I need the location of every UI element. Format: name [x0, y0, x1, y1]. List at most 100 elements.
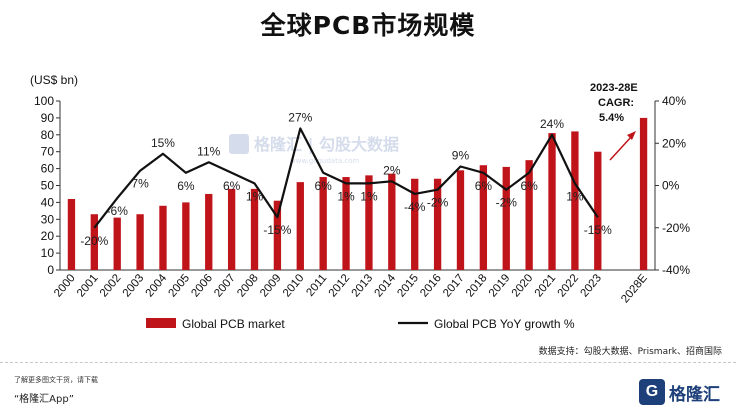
x-tick-label: 2002 — [98, 272, 124, 299]
x-tick-label: 2013 — [350, 272, 376, 299]
watermark: 格隆汇 | 勾股大数据 www.gogudata.com — [229, 134, 399, 165]
bar — [250, 188, 259, 270]
growth-data-label: 7% — [131, 177, 149, 191]
growth-data-label: 24% — [540, 117, 564, 131]
x-tick-label: 2018 — [464, 272, 490, 299]
growth-data-label: -20% — [80, 234, 108, 248]
y-tick-label-left: 0 — [47, 263, 54, 277]
y-tick-label-left: 20 — [41, 229, 55, 243]
bar — [571, 131, 579, 270]
bar — [456, 170, 465, 270]
y-tick-label-right: 20% — [662, 136, 686, 150]
bar — [548, 133, 556, 270]
bar — [639, 117, 648, 271]
watermark-url: www.gogudata.com — [290, 157, 359, 165]
x-tick-label: 2014 — [372, 272, 398, 300]
x-tick-label: 2021 — [533, 272, 559, 299]
data-labels: -20%-6%7%15%6%11%6%1%-15%27%6%1% 1%2%-4% -… — [80, 110, 612, 247]
bar — [525, 160, 533, 270]
bar — [502, 166, 510, 270]
legend-swatch-bar — [146, 318, 176, 328]
growth-data-label: 6% — [520, 179, 538, 193]
x-tick-label: 2023 — [578, 272, 604, 299]
growth-data-label: 15% — [151, 136, 175, 150]
bar — [182, 202, 190, 270]
cagr-line1: 2023-28E — [590, 82, 638, 94]
x-tick-label: 2009 — [258, 272, 284, 299]
y-axis-label-left: (US$ bn) — [30, 73, 78, 87]
x-tick-label: 2012 — [327, 272, 353, 299]
x-tick-label: 2010 — [281, 272, 307, 299]
brand-logo-icon: G — [639, 379, 665, 405]
growth-data-label: -2% — [427, 196, 449, 210]
growth-data-label: 11% — [197, 144, 220, 158]
bar — [433, 178, 442, 270]
watermark-text: 格隆汇 | 勾股大数据 — [254, 135, 399, 155]
x-tick-label: 2000 — [52, 272, 78, 299]
y-tick-label-left: 90 — [41, 111, 55, 125]
growth-data-label: 1% — [246, 189, 264, 203]
bar — [594, 151, 602, 270]
x-tick-label: 2005 — [167, 272, 193, 299]
bar — [90, 214, 98, 270]
cagr-line3: 5.4% — [599, 112, 624, 124]
cagr-annotation: 2023-28E CAGR: 5.4% — [590, 82, 638, 161]
y-tick-label-left: 50 — [41, 179, 55, 193]
bar — [342, 177, 350, 270]
cagr-arrowhead-icon — [627, 131, 636, 140]
bar — [67, 199, 76, 270]
y-tick-label-left: 70 — [41, 145, 55, 159]
x-tick-label: 2001 — [75, 272, 101, 299]
growth-line — [93, 127, 599, 229]
x-tick-label: 2017 — [441, 272, 467, 299]
growth-data-label: 6% — [177, 179, 195, 193]
legend-label-line: Global PCB YoY growth % — [434, 317, 575, 331]
bar — [159, 205, 167, 270]
x-tick-label: 2020 — [510, 272, 536, 299]
y-tick-label-right: 40% — [662, 94, 686, 108]
growth-data-label: 1% — [360, 189, 378, 203]
x-tick-label: 2011 — [304, 272, 329, 299]
growth-data-label: -4% — [404, 200, 426, 214]
bar — [113, 217, 121, 270]
x-tick-label: 2003 — [121, 272, 147, 299]
x-tick-label: 2006 — [189, 272, 215, 299]
bar — [479, 165, 488, 270]
bar — [205, 193, 213, 270]
growth-data-label: 6% — [315, 179, 333, 193]
y-tick-label-left: 60 — [41, 162, 55, 176]
brand-logo-text: 格隆汇 — [669, 384, 720, 405]
growth-data-label: 1% — [566, 189, 584, 203]
growth-data-label: 1% — [337, 189, 355, 203]
y-tick-label-left: 40 — [41, 195, 55, 209]
footer-note: 了解更多图文干货，请下载 — [14, 376, 98, 384]
cagr-arrow-icon — [609, 135, 633, 161]
y-tick-label-left: 30 — [41, 212, 55, 226]
bar — [227, 188, 236, 270]
bar — [136, 214, 144, 270]
footer-app-name: “格隆汇App” — [14, 394, 74, 405]
data-source: 数据支持：勾股大数据、Prismark、招商国际 — [538, 347, 722, 357]
y-tick-label-right: 0% — [662, 179, 680, 193]
x-tick-label: 2015 — [395, 272, 421, 299]
growth-data-label: 6% — [475, 179, 493, 193]
page-title: 全球PCB市场规模 — [260, 11, 476, 40]
watermark-logo-icon — [229, 134, 249, 154]
growth-data-label: 9% — [452, 148, 470, 162]
bar — [411, 178, 419, 270]
growth-data-label: 27% — [288, 110, 312, 124]
growth-data-label: 2% — [383, 163, 401, 177]
bar — [296, 182, 304, 270]
y-tick-label-right: -20% — [662, 221, 690, 235]
growth-data-label: -2% — [496, 196, 518, 210]
growth-data-label: -15% — [584, 223, 612, 237]
footer-divider — [0, 362, 736, 363]
cagr-line2: CAGR: — [598, 97, 634, 109]
growth-data-label: 6% — [223, 179, 241, 193]
chart-legend: Global PCB market Global PCB YoY growth % — [146, 317, 575, 331]
pcb-market-chart: 格隆汇 | 勾股大数据 www.gogudata.com (US$ bn) 0 10… — [30, 73, 690, 331]
x-tick-label: 2028E — [619, 272, 650, 305]
x-tick-label: 2004 — [144, 272, 170, 300]
bar — [273, 200, 282, 270]
legend-label-bar: Global PCB market — [182, 317, 285, 331]
